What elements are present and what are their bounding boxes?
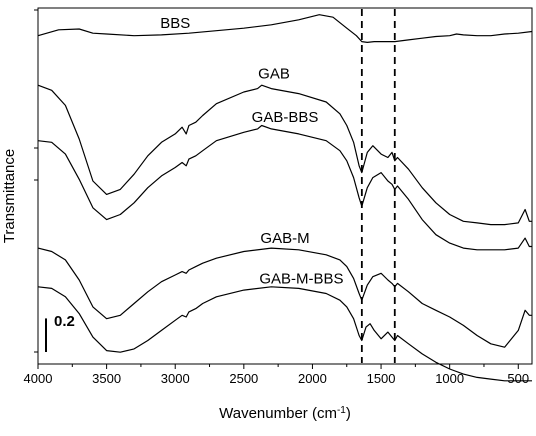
x-tick-label: 4000 bbox=[24, 371, 53, 386]
spectrum-gab-m bbox=[37, 247, 532, 348]
x-tick-label: 3000 bbox=[161, 371, 190, 386]
reference-lines bbox=[360, 9, 396, 363]
scale-bar-label: 0.2 bbox=[54, 313, 75, 330]
x-tick-label: 2500 bbox=[229, 371, 258, 386]
series-label-gab: GAB bbox=[258, 66, 290, 83]
scale-bar: 0.2 bbox=[45, 313, 75, 352]
x-axis-label-sup: -1 bbox=[337, 405, 346, 416]
series-label-gab-bbs: GAB-BBS bbox=[252, 109, 319, 126]
x-tick-label: 2000 bbox=[298, 371, 327, 386]
x-axis-ticks: 4000 3500 3000 2500 2000 1500 1000 500 bbox=[24, 364, 529, 386]
x-tick-label: 1000 bbox=[435, 371, 464, 386]
y-axis-ticks bbox=[34, 9, 38, 353]
series-group bbox=[37, 14, 533, 382]
x-tick-label: 1500 bbox=[367, 371, 396, 386]
x-tick-label: 500 bbox=[507, 371, 529, 386]
series-labels: BBS GAB GAB-BBS GAB-M GAB-M-BBS bbox=[160, 15, 343, 287]
series-label-gab-m-bbs: GAB-M-BBS bbox=[259, 270, 343, 287]
series-label-bbs: BBS bbox=[160, 15, 190, 32]
x-axis-label-close: ) bbox=[346, 405, 351, 422]
x-axis-label: Wavenumber (cm-1) bbox=[219, 405, 351, 423]
plot-frame bbox=[37, 7, 533, 365]
spectrum-gab-bbs bbox=[37, 124, 532, 251]
series-label-gab-m: GAB-M bbox=[260, 230, 309, 247]
spectrum-gab bbox=[37, 84, 532, 226]
spectrum-bbs bbox=[37, 14, 533, 43]
spectrum-gab-m-bbs bbox=[37, 286, 532, 382]
x-axis-label-main: Wavenumber (cm bbox=[219, 405, 337, 422]
x-tick-label: 3500 bbox=[92, 371, 121, 386]
y-axis-label: Transmittance bbox=[1, 149, 18, 243]
